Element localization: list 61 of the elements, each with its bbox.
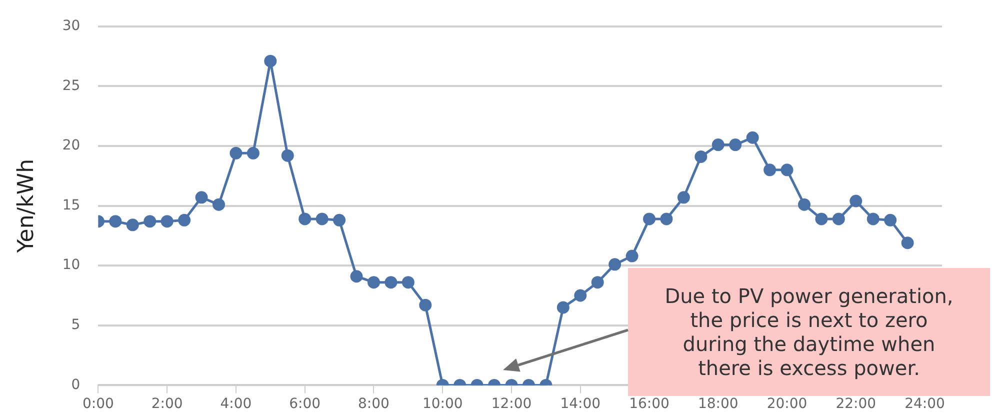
x-tick-label: 8:00: [358, 396, 390, 412]
x-tick-label: 2:00: [151, 396, 183, 412]
point: [574, 289, 587, 302]
x-tick-label: 18:00: [698, 396, 738, 412]
point: [333, 214, 346, 226]
x-tick-label: 20:00: [766, 396, 808, 412]
x-tick-label: 4:00: [220, 396, 252, 412]
point: [626, 250, 638, 262]
point: [195, 191, 208, 204]
point: [798, 198, 810, 211]
point: [884, 214, 897, 226]
y-tick-label: 0: [71, 376, 80, 393]
point: [298, 212, 312, 226]
x-tick-label: 0:00: [82, 396, 114, 412]
x-tick-label: 6:00: [289, 396, 321, 412]
y-tick-label: 15: [62, 197, 80, 214]
point: [764, 164, 776, 176]
point: [729, 138, 742, 152]
point: [367, 276, 380, 289]
point: [694, 150, 708, 164]
point: [126, 218, 139, 232]
point: [591, 276, 604, 289]
point: [246, 146, 260, 160]
point: [144, 215, 156, 228]
point: [643, 212, 656, 226]
point: [178, 214, 191, 226]
x-tick-label: 10:00: [422, 396, 463, 412]
x-tick-label: 16:00: [629, 396, 670, 412]
point: [384, 276, 398, 289]
point: [230, 146, 242, 160]
point: [660, 212, 673, 226]
point: [350, 270, 363, 283]
point: [402, 276, 414, 289]
y-tick-label: 5: [71, 317, 80, 334]
y-tick-label: 10: [62, 257, 80, 274]
point: [712, 138, 724, 152]
point: [780, 164, 794, 176]
x-tick-label: 12:00: [491, 396, 532, 412]
point: [556, 301, 570, 314]
point: [608, 258, 622, 271]
point: [160, 215, 174, 228]
y-axis-title: Yen/kWh: [14, 158, 39, 254]
point: [212, 198, 226, 211]
point: [281, 149, 294, 162]
point: [264, 54, 277, 68]
point: [746, 131, 759, 144]
x-tick-label: 22:00: [836, 396, 876, 412]
point: [901, 236, 914, 250]
x-tick-label: 24:00: [904, 396, 945, 412]
point: [850, 194, 862, 208]
point: [316, 212, 328, 226]
point: [109, 215, 122, 228]
point: [677, 191, 690, 204]
point: [815, 212, 828, 226]
point: [866, 212, 880, 226]
point: [419, 298, 432, 312]
x-tick-label: 14:00: [560, 396, 601, 412]
y-tick-label: 25: [62, 78, 80, 94]
point: [832, 212, 845, 226]
y-tick-label: 30: [62, 18, 80, 34]
y-tick-label: 20: [62, 138, 80, 154]
